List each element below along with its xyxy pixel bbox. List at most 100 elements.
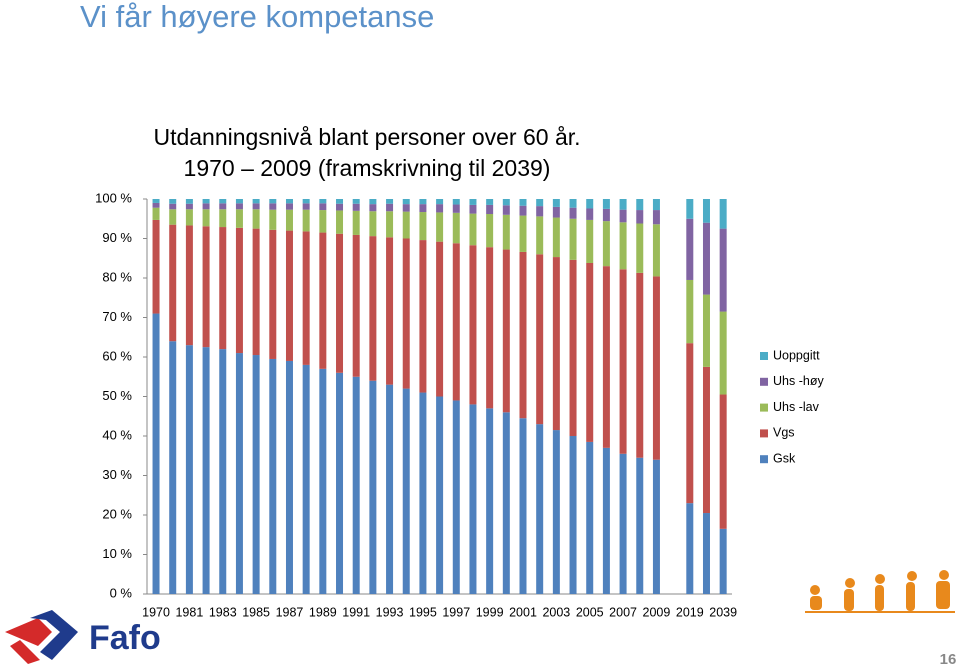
bar-segment: [569, 199, 577, 208]
bar-segment: [502, 214, 510, 250]
bar-segment: [235, 199, 243, 204]
bar-segment: [586, 441, 594, 594]
bar-segment: [185, 203, 193, 210]
x-tick-label: 1983: [209, 605, 237, 619]
bar-segment: [202, 203, 210, 210]
bar-segment: [469, 245, 477, 405]
bar-segment: [302, 203, 310, 210]
bar-segment: [219, 227, 227, 350]
bar-segment: [552, 217, 560, 258]
bar-segment: [252, 209, 260, 229]
x-tick-label: 2005: [576, 605, 604, 619]
bar-segment: [235, 227, 243, 354]
bar-segment: [719, 199, 727, 229]
bar-segment: [686, 279, 694, 344]
bar-segment: [602, 266, 610, 448]
bar-segment: [169, 341, 177, 594]
bar-segment: [235, 209, 243, 228]
x-tick-label: 1993: [376, 605, 404, 619]
bar-segment: [252, 199, 260, 204]
bar-segment: [452, 212, 460, 244]
bar-segment: [319, 210, 327, 233]
x-tick-label: 1995: [409, 605, 437, 619]
bar-segment: [402, 238, 410, 389]
x-tick-label: 2003: [542, 605, 570, 619]
bar-segment: [719, 528, 727, 594]
bar-segment: [402, 211, 410, 239]
bar-segment: [252, 203, 260, 210]
bar-segment: [702, 366, 710, 514]
x-tick-label: 1999: [476, 605, 504, 619]
bar-segment: [636, 223, 644, 273]
bar-segment: [452, 400, 460, 594]
bar-segment: [169, 224, 177, 342]
bar-segment: [636, 457, 644, 594]
bar-segment: [519, 205, 527, 216]
bar-segment: [569, 259, 577, 436]
x-tick-label: 1970: [142, 605, 170, 619]
bar-segment: [352, 210, 360, 235]
bar-segment: [336, 199, 344, 204]
bar-segment: [686, 199, 694, 219]
bar-segment: [686, 343, 694, 504]
bar-segment: [336, 203, 344, 211]
bar-segment: [536, 206, 544, 217]
bar-segment: [369, 236, 377, 381]
bar-segment: [352, 234, 360, 377]
legend-label: Uhs -lav: [773, 400, 820, 414]
bar-segment: [152, 202, 160, 208]
x-tick-label: 2019: [676, 605, 704, 619]
bar-segment: [202, 199, 210, 204]
bar-segment: [386, 203, 394, 212]
legend-swatch: [760, 377, 768, 386]
bar-segment: [319, 199, 327, 204]
y-tick-label: 50 %: [102, 388, 132, 403]
bar-segment: [269, 358, 277, 594]
bar-segment: [219, 349, 227, 594]
bar-segment: [536, 254, 544, 425]
bar-segment: [602, 208, 610, 222]
bar-segment: [369, 380, 377, 594]
bar-segment: [436, 199, 444, 205]
evolution-icon: [805, 570, 955, 613]
bar-segment: [469, 213, 477, 246]
bar-segment: [269, 229, 277, 359]
bar-segment: [436, 212, 444, 242]
bar-segment: [586, 199, 594, 209]
bar-segment: [536, 216, 544, 255]
bar-segment: [652, 210, 660, 225]
bar-segment: [285, 203, 293, 210]
bar-segment: [302, 209, 310, 232]
bar-segment: [586, 208, 594, 220]
y-tick-label: 100 %: [95, 190, 132, 205]
bar-segment: [502, 249, 510, 413]
bar-segment: [719, 394, 727, 529]
bar-segment: [702, 294, 710, 367]
bar-segment: [419, 240, 427, 393]
y-tick-label: 80 %: [102, 269, 132, 284]
bar-segment: [386, 384, 394, 594]
bar-segment: [185, 225, 193, 346]
bar-segment: [619, 199, 627, 210]
x-tick-label: 1981: [175, 605, 203, 619]
y-tick-label: 0 %: [110, 585, 133, 600]
bar-segment: [652, 276, 660, 460]
bar-segment: [619, 453, 627, 594]
bar-segment: [636, 272, 644, 458]
bar-segment: [419, 392, 427, 594]
legend-swatch: [760, 455, 768, 464]
bar-segment: [402, 388, 410, 594]
x-tick-label: 1985: [242, 605, 270, 619]
bar-segment: [386, 199, 394, 204]
bar-segment: [369, 211, 377, 237]
bar-segment: [185, 345, 193, 594]
bar-segment: [269, 209, 277, 230]
bar-segment: [519, 215, 527, 252]
bar-segment: [519, 199, 527, 206]
bar-segment: [586, 262, 594, 442]
bar-segment: [252, 228, 260, 356]
bar-segment: [486, 247, 494, 409]
bar-segment: [552, 199, 560, 207]
bar-segment: [636, 210, 644, 224]
bar-segment: [235, 353, 243, 594]
